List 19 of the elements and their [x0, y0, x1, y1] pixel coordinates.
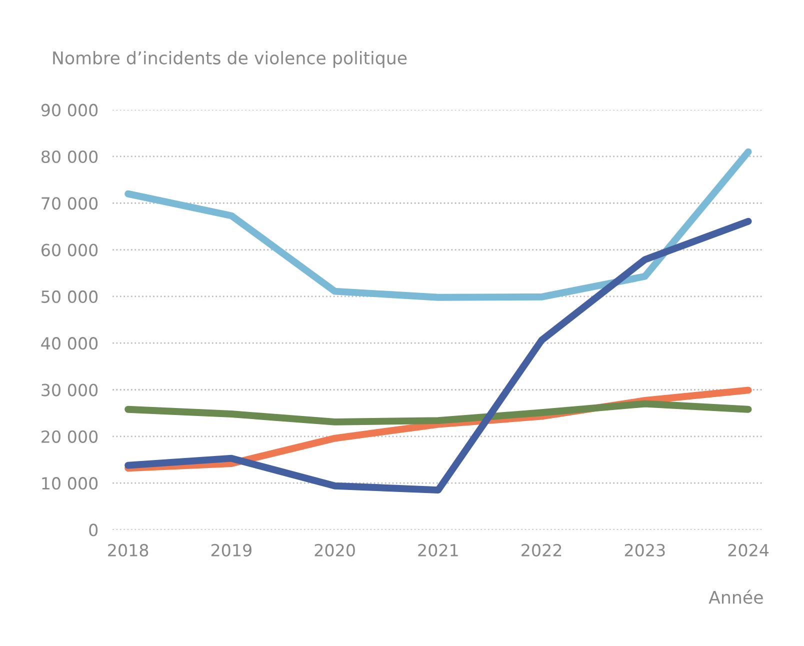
x-axis-title: Année — [708, 590, 763, 604]
y-tick-label: 50 000 — [42, 290, 98, 304]
y-axis-title: Nombre d’incidents de violence politique — [53, 51, 407, 68]
y-tick-label: 80 000 — [41, 150, 98, 164]
x-tick-label: 2019 — [211, 544, 252, 557]
y-tick-label: 10 000 — [42, 477, 98, 490]
x-tick-label: 2021 — [418, 544, 458, 557]
y-tick-label: 70 000 — [42, 197, 98, 210]
y-tick-label: 90 000 — [41, 104, 98, 116]
y-tick-label: 30 000 — [42, 384, 98, 396]
x-tick-label: 2024 — [728, 544, 769, 557]
x-tick-label: 2023 — [624, 544, 665, 557]
y-tick-label: 0 — [89, 524, 98, 536]
y-tick-label: 60 000 — [42, 244, 98, 256]
y-tick-label: 40 000 — [41, 337, 98, 350]
y-tick-label: 20 000 — [42, 430, 98, 443]
x-tick-label: 2020 — [314, 544, 355, 557]
x-tick-label: 2022 — [522, 544, 562, 557]
x-tick-label: 2018 — [108, 544, 148, 557]
